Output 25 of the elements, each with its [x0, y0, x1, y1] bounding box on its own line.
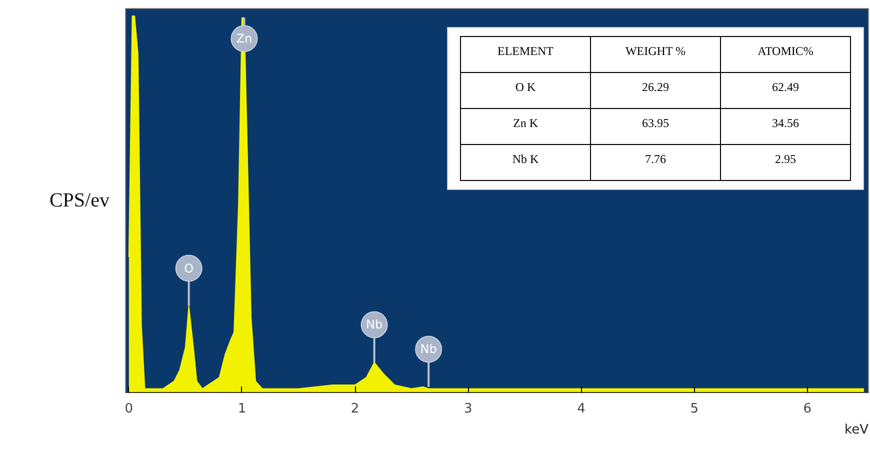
annotation: 26.29 — [590, 72, 720, 108]
annotation: 62.49 — [720, 72, 850, 108]
annotation: Zn — [236, 32, 252, 46]
y-axis-title: CPS/ev — [49, 190, 110, 212]
annotation: ELEMENT — [460, 36, 590, 72]
annotation: 34.56 — [720, 108, 850, 144]
x-tick-label: 6 — [803, 402, 812, 416]
x-tick-label: 5 — [690, 402, 698, 416]
x-axis-title: keV — [844, 422, 869, 438]
annotation: 7.76 — [590, 144, 720, 180]
annotation: O K — [460, 72, 590, 108]
annotation: Zn K — [460, 108, 590, 144]
annotation: ATOMIC% — [720, 36, 850, 72]
x-tick-label: 1 — [238, 402, 246, 416]
annotation: WEIGHT % — [590, 36, 720, 72]
annotation: Nb — [366, 318, 383, 332]
annotation: Nb — [420, 342, 437, 356]
x-tick-label: 3 — [464, 402, 472, 416]
annotation: 63.95 — [590, 108, 720, 144]
x-tick-label: 4 — [577, 402, 586, 416]
annotation: O — [184, 261, 194, 276]
x-tick-label: 0 — [124, 402, 134, 416]
x-tick-label: 2 — [350, 402, 360, 416]
annotation: Nb K — [460, 144, 590, 180]
annotation: 2.95 — [720, 144, 850, 180]
